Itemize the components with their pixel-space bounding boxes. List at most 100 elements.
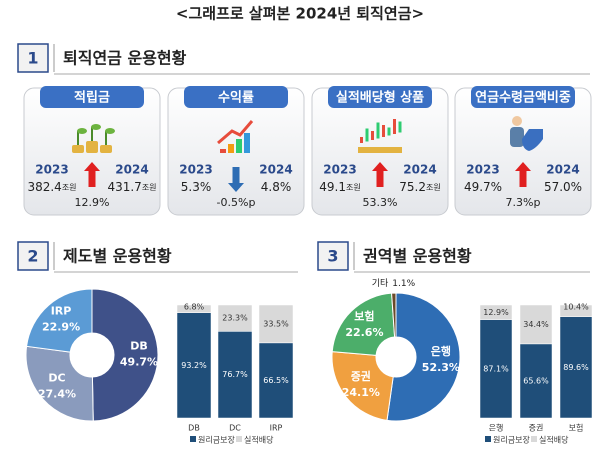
card-label: 수익률 <box>218 90 254 106</box>
growth-bar <box>236 139 242 153</box>
coin-stack <box>100 145 112 153</box>
bar-segment <box>559 304 593 318</box>
candle <box>393 119 396 134</box>
slice-name: IRP <box>51 305 72 318</box>
candle <box>376 122 380 139</box>
card-label-bg <box>328 86 432 108</box>
donut-slice <box>26 288 93 353</box>
bar-value-label: 23.3% <box>222 314 248 323</box>
legend-label: 실적배당 <box>539 435 569 445</box>
section-heading: 제도별 운용현황 <box>63 247 172 266</box>
year: 2023 <box>35 163 68 177</box>
change: 7.3%p <box>506 196 541 209</box>
bar-segment <box>176 304 212 313</box>
down-arrow <box>228 167 244 192</box>
value-number: 75.2 <box>399 180 426 194</box>
slice-value: 24.1% <box>342 386 380 399</box>
shield <box>522 129 543 151</box>
legend-label: 원리금보장 <box>198 435 235 445</box>
change: 53.3% <box>363 196 398 209</box>
bar-value-label: 12.9% <box>483 308 509 317</box>
slice-name: DB <box>130 340 148 353</box>
bar-value-label: 34.4% <box>523 320 549 329</box>
legend-swatch <box>485 436 491 442</box>
donut-slice <box>331 292 396 356</box>
x-tick-label: 증권 <box>529 423 544 433</box>
bar-segment <box>519 343 553 419</box>
slice-value: 27.4% <box>38 387 76 400</box>
growth-arrow <box>217 120 254 145</box>
year: 2024 <box>403 163 436 177</box>
value-number: 4.8% <box>261 180 292 194</box>
section-number: 3 <box>327 247 338 266</box>
candle <box>387 127 391 136</box>
card-value: 57.0% <box>544 180 582 194</box>
slice-name: 증권 <box>351 370 371 383</box>
bar-value-label: 33.5% <box>263 319 289 328</box>
card-value: 4.8% <box>261 180 292 194</box>
card-label-bg <box>184 86 288 108</box>
year: 2024 <box>259 163 292 177</box>
bar-value-label: 89.6% <box>563 363 589 372</box>
card-label-bg <box>40 86 144 108</box>
card-value: 382.4조원 <box>27 180 76 194</box>
bar-value-label: 87.1% <box>483 364 509 373</box>
card-value: 5.3% <box>181 180 212 194</box>
slice-value: 52.3% <box>422 361 460 374</box>
section-heading: 권역별 운용현황 <box>363 247 472 266</box>
slice-name: DC <box>48 371 65 384</box>
donut-slice <box>386 292 461 422</box>
coin-stack <box>86 141 98 153</box>
section-number: 2 <box>27 247 38 266</box>
slice-label: 기타 1.1% <box>372 278 416 289</box>
bar-value-label: 6.8% <box>184 303 205 312</box>
x-tick-label: 보험 <box>569 424 584 433</box>
candle <box>371 131 374 140</box>
legend-label: 원리금보장 <box>493 435 530 445</box>
slice-value: 22.9% <box>42 321 80 334</box>
bar-segment <box>479 304 513 320</box>
x-tick-label: DB <box>188 424 200 433</box>
bar-value-label: 76.7% <box>222 370 248 379</box>
card-label-bg <box>471 86 575 108</box>
candle <box>360 137 363 143</box>
slice-value: 1.1% <box>392 279 415 289</box>
value-number: 49.7% <box>464 180 502 194</box>
value-number: 5.3% <box>181 180 212 194</box>
bar-segment <box>559 316 593 419</box>
up-arrow <box>515 162 531 187</box>
value-number: 49.1 <box>319 180 346 194</box>
body <box>510 127 524 147</box>
section-number-box <box>17 241 49 271</box>
bar-value-label: 10.4% <box>563 303 589 312</box>
slice-name: 은행 <box>431 344 451 358</box>
legend-swatch <box>190 436 196 442</box>
section-number-box <box>317 241 349 271</box>
year: 2024 <box>546 163 579 177</box>
card-value: 431.7조원 <box>107 180 156 194</box>
year: 2023 <box>323 163 356 177</box>
value-number: 57.0% <box>544 180 582 194</box>
up-arrow <box>84 162 100 187</box>
slice-value: 22.6% <box>345 326 383 339</box>
growth-bar <box>220 149 226 153</box>
page-title: <그래프로 살펴본 2024년 퇴직연금> <box>176 5 424 23</box>
bar-segment <box>176 312 212 419</box>
candle <box>365 128 369 142</box>
value-unit: 조원 <box>426 183 441 192</box>
bar-segment <box>519 304 553 345</box>
section-heading: 퇴직연금 운용현황 <box>63 49 187 68</box>
value-unit: 조원 <box>346 183 361 192</box>
slice-name: 보험 <box>354 309 374 323</box>
bar-segment <box>217 304 253 332</box>
card-label: 실적배당형 상품 <box>336 90 424 106</box>
year: 2024 <box>115 163 148 177</box>
legend-swatch <box>236 436 242 442</box>
card-label: 연금수령금액비중 <box>475 91 571 106</box>
leaf <box>91 124 101 130</box>
x-tick-label: IRP <box>270 424 283 433</box>
legend-label: 실적배당 <box>244 435 274 445</box>
growth-bar <box>228 144 234 153</box>
candle <box>382 125 385 137</box>
